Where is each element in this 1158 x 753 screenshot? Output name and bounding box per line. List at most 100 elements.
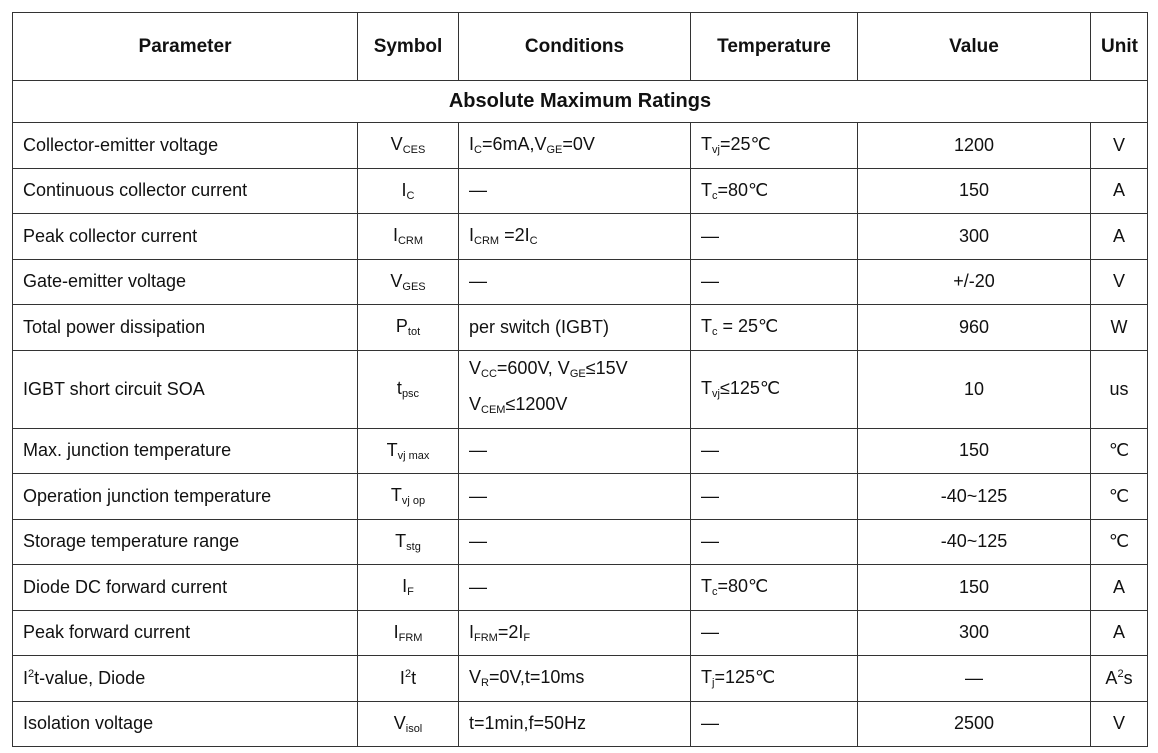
temperature-cell: — [690,213,858,260]
parameter-cell: Total power dissipation [12,304,358,351]
row: I2t-value, Diode I2t VR=0V,t=10ms Tj=125℃ — A… [12,655,1148,702]
text: P [395,316,408,337]
text: T [701,316,712,337]
section-row: Absolute Maximum Ratings [12,80,1148,123]
row: Gate-emitter voltage VGES — — +/-20 V [12,258,1148,305]
text: — [469,440,487,461]
value-cell: 300 [857,609,1091,656]
text: per switch (IGBT) [469,316,610,337]
text: V [1112,271,1125,292]
row: IGBT short circuit SOA tpsc VCC=600V, VGE≤… [12,349,1148,429]
text: Total power dissipation [23,316,206,337]
superscript: 2 [1117,667,1124,680]
symbol-cell: IC [357,167,459,214]
text: ℃ [1108,531,1130,552]
text: Max. junction temperature [23,440,232,461]
subscript: F [523,631,531,644]
text: Peak forward current [23,622,191,643]
text: — [701,485,719,506]
text: — [469,576,487,597]
text: t-value, Diode [34,667,146,688]
text: A [1112,622,1125,643]
text: — [469,531,487,552]
text: — [469,180,487,201]
text: 10 [963,378,985,399]
text: Collector-emitter voltage [23,134,219,155]
subscript: CRM [397,235,424,248]
text: — [701,271,719,292]
text: t=1min,f=50Hz [469,713,587,734]
subscript: tot [407,326,421,339]
symbol-cell: Tvj op [357,473,459,520]
value-cell: 150 [857,564,1091,611]
row: Max. junction temperature Tvj max — — 150 ℃ [12,427,1148,474]
value-cell: -40~125 [857,473,1091,520]
text: — [469,485,487,506]
text: T [701,667,712,688]
text: t [396,378,402,398]
value-cell: — [857,655,1091,702]
row: Peak forward current IFRM IFRM=2IF —300 A [12,609,1148,656]
text: =125℃ [714,667,776,688]
value-cell: 2500 [857,700,1091,747]
text: 960 [958,316,990,337]
row: Storage temperature range Tstg — — -40~125 ℃ [12,518,1148,565]
parameter-cell: IGBT short circuit SOA [12,349,358,429]
parameter-cell: Peak forward current [12,609,358,656]
text: V [469,358,482,378]
value-cell: +/-20 [857,258,1091,305]
text: — [701,531,719,552]
header-cell: Temperature [690,12,858,81]
text: V [1112,134,1125,155]
text: ≤125℃ [719,378,781,398]
subscript: GES [402,280,426,293]
value-cell: 1200 [857,122,1091,169]
unit-cell: A [1090,564,1148,611]
subscript: vj [712,144,720,157]
conditions-cell: — [458,518,691,565]
text: T [701,378,712,398]
text: =600V, V [496,358,570,378]
header-cell: Symbol [357,12,459,81]
subscript: c [712,189,718,202]
row: Diode DC forward current IF — Tc=80℃ 150 A [12,564,1148,611]
header-cell: Unit [1090,12,1148,81]
text: — [701,225,719,246]
text: V [469,667,482,688]
row: Total power dissipation Ptot per switch (I… [12,304,1148,351]
symbol-cell: Visol [357,700,459,747]
conditions-cell: — [458,258,691,305]
text: I [469,225,475,246]
text: s [1123,667,1133,688]
text: 2500 [953,713,995,734]
symbol-cell: IF [357,564,459,611]
text: T [395,530,407,551]
text: Operation junction temperature [23,485,272,506]
unit-cell: ℃ [1090,427,1148,474]
text: I [469,621,475,642]
temperature-cell: Tvj≤125℃ [690,349,858,429]
row: Continuous collector current IC — Tc=80℃ 150… [12,167,1148,214]
subscript: psc [401,388,420,400]
text: — [701,622,719,643]
text: T [386,439,398,460]
superscript: 2 [404,667,412,680]
text: -40~125 [940,485,1008,506]
header-cell: Conditions [458,12,691,81]
subscript: vj max [397,449,430,462]
text: Diode DC forward current [23,576,228,597]
text: A [1112,225,1125,246]
text: I [402,576,408,597]
text: ℃ [1108,440,1130,461]
unit-cell: V [1090,122,1148,169]
text: IGBT short circuit SOA [23,378,205,399]
parameter-cell: I2t-value, Diode [12,655,358,702]
subscript: R [481,677,489,690]
unit-cell: A2s [1090,655,1148,702]
subscript: FRM [398,631,423,644]
text: I [469,134,475,155]
subscript: CC [481,368,497,380]
conditions-cell: VCC=600V, VGE≤15V VCEM≤1200V [458,349,691,429]
text: I [23,667,29,688]
text: ℃ [1108,485,1130,506]
